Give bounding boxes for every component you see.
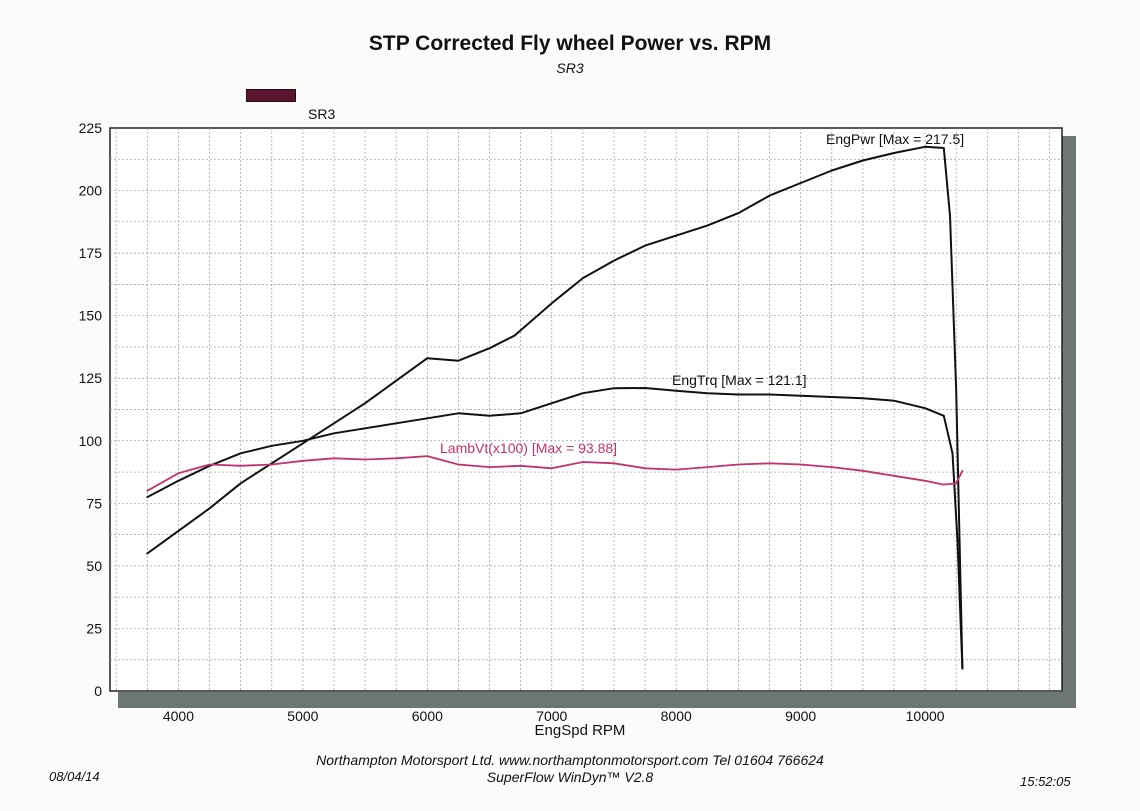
series-annotation: EngPwr [Max = 217.5] <box>826 131 964 147</box>
x-tick-label: 9000 <box>785 708 816 724</box>
series-line-engtrq <box>146 387 964 670</box>
grid <box>110 128 1062 691</box>
y-tick-label: 150 <box>79 308 103 324</box>
y-tick-label: 225 <box>79 120 103 136</box>
y-tick-label: 0 <box>94 683 102 699</box>
y-tick-label: 175 <box>79 245 103 261</box>
axis-ticks: 0 25 50 75 100 125 150 175 200 225 4000 5000 6000 700… <box>79 120 945 724</box>
legend-swatch <box>246 89 296 102</box>
legend-label: SR3 <box>308 106 336 122</box>
series-lines <box>146 145 964 670</box>
y-tick-label: 50 <box>86 558 102 574</box>
y-tick-label: 100 <box>79 433 103 449</box>
x-axis-title: EngSpd RPM <box>534 722 626 739</box>
print-time: 15:52:05 <box>1020 774 1071 789</box>
y-tick-label: 200 <box>79 183 103 199</box>
chart-subtitle: SR3 <box>556 60 584 76</box>
footer-company: Northampton Motorsport Ltd. www.northamp… <box>316 752 824 768</box>
x-tick-label: 10000 <box>906 708 945 724</box>
x-tick-label: 4000 <box>163 708 194 724</box>
y-tick-label: 125 <box>79 370 103 386</box>
chart-title: STP Corrected Fly wheel Power vs. RPM <box>368 32 772 55</box>
x-tick-label: 7000 <box>536 708 567 724</box>
x-tick-label: 8000 <box>661 708 692 724</box>
series-annotation: LambVt(x100) [Max = 93.88] <box>440 440 617 456</box>
x-tick-label: 5000 <box>287 708 318 724</box>
series-line-engpwr <box>146 145 964 670</box>
print-date: 08/04/14 <box>49 769 100 784</box>
y-tick-label: 75 <box>86 495 102 511</box>
y-tick-label: 25 <box>86 620 102 636</box>
series-line-lambvt-x100- <box>146 455 964 492</box>
x-tick-label: 6000 <box>412 708 443 724</box>
series-annotations: EngPwr [Max = 217.5] EngTrq [Max = 121.1]… <box>440 131 964 456</box>
footer-software: SuperFlow WinDyn™ V2.8 <box>486 769 654 785</box>
series-annotation: EngTrq [Max = 121.1] <box>672 372 807 388</box>
